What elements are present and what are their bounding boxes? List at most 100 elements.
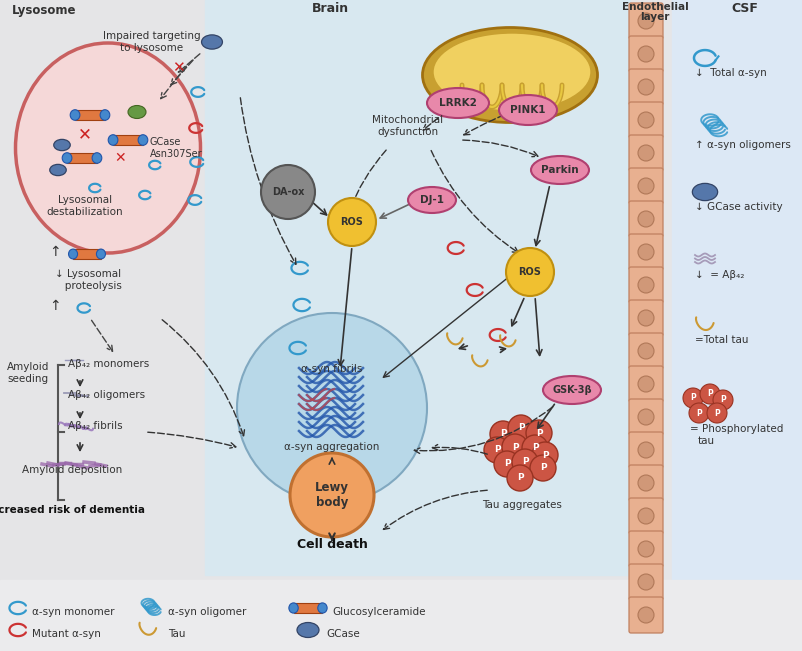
Text: Tau aggregates: Tau aggregates [481,500,561,510]
Circle shape [683,388,702,408]
Text: ↑ α-syn oligomers: ↑ α-syn oligomers [695,140,790,150]
Bar [73,249,101,258]
Text: α-syn fibrils: α-syn fibrils [301,364,363,374]
Bar [113,135,143,145]
Ellipse shape [498,95,557,125]
Text: P: P [517,424,524,432]
Text: GSK-3β: GSK-3β [552,385,591,395]
Circle shape [512,449,537,475]
Text: layer: layer [639,12,669,22]
Text: P: P [713,408,719,417]
Text: = Phosphorylated: = Phosphorylated [689,424,783,434]
Circle shape [501,434,528,460]
Circle shape [261,165,314,219]
Text: ↓  Total α-syn: ↓ Total α-syn [695,68,766,78]
Text: ✕: ✕ [114,151,126,165]
Ellipse shape [138,135,148,145]
Text: Glucosylceramide: Glucosylceramide [331,607,425,617]
Circle shape [532,442,557,468]
Circle shape [699,384,719,404]
Text: P: P [521,458,528,467]
Text: DA-ox: DA-ox [271,187,304,197]
Text: P: P [516,473,523,482]
FancyBboxPatch shape [628,168,662,204]
Circle shape [327,198,375,246]
Text: ✕: ✕ [172,61,184,76]
Circle shape [525,420,551,446]
Circle shape [638,211,653,227]
Text: Amyloid
seeding: Amyloid seeding [6,363,49,384]
Text: PINK1: PINK1 [509,105,545,115]
Ellipse shape [50,164,67,176]
Text: Mitochondrial
dysfunction: Mitochondrial dysfunction [372,115,443,137]
Bar [294,603,322,613]
Text: ↓  = Aβ₄₂: ↓ = Aβ₄₂ [695,270,743,280]
Text: LRRK2: LRRK2 [439,98,476,108]
Text: ↑: ↑ [49,245,61,259]
Text: ↑: ↑ [49,299,61,313]
Text: ↓ GCase activity: ↓ GCase activity [695,202,782,212]
Ellipse shape [62,153,72,163]
Ellipse shape [432,33,590,111]
Ellipse shape [289,603,298,613]
Ellipse shape [108,135,118,145]
Text: P: P [689,393,695,402]
Text: Mutant α-syn: Mutant α-syn [32,629,101,639]
Circle shape [638,178,653,194]
Bar [67,153,97,163]
Text: Cell death: Cell death [296,538,367,551]
Circle shape [638,343,653,359]
Circle shape [638,13,653,29]
Text: P: P [503,460,510,469]
Circle shape [638,574,653,590]
FancyBboxPatch shape [628,432,662,468]
Text: P: P [719,396,725,404]
Circle shape [712,390,732,410]
Bar [671,0,802,651]
Text: α-syn monomer: α-syn monomer [32,607,115,617]
Circle shape [521,435,547,461]
Bar [0,580,802,651]
Circle shape [638,409,653,425]
Text: DJ-1: DJ-1 [419,195,444,205]
Circle shape [638,442,653,458]
Text: Brain: Brain [311,2,348,15]
Ellipse shape [691,184,717,201]
Text: GCase: GCase [326,629,359,639]
FancyBboxPatch shape [628,267,662,303]
Circle shape [529,455,555,481]
Ellipse shape [70,110,79,120]
FancyBboxPatch shape [628,102,662,138]
Text: Aβ₄₂ oligomers: Aβ₄₂ oligomers [68,390,145,400]
Circle shape [489,421,516,447]
Text: P: P [535,428,541,437]
FancyBboxPatch shape [628,366,662,402]
Text: Amyloid deposition: Amyloid deposition [22,465,122,475]
FancyBboxPatch shape [628,36,662,72]
Ellipse shape [100,110,110,120]
Ellipse shape [92,153,102,163]
Text: ROS: ROS [340,217,363,227]
Circle shape [638,376,653,392]
Text: Aβ₄₂ monomers: Aβ₄₂ monomers [68,359,149,369]
Circle shape [638,79,653,95]
Text: proteolysis: proteolysis [55,281,122,291]
Circle shape [505,248,553,296]
Ellipse shape [128,105,146,118]
FancyBboxPatch shape [628,333,662,369]
Circle shape [638,541,653,557]
Text: P: P [531,443,537,452]
Circle shape [638,607,653,623]
FancyBboxPatch shape [628,498,662,534]
Ellipse shape [427,88,488,118]
Text: Lysosome: Lysosome [12,4,76,17]
Text: CSF: CSF [731,2,758,15]
Text: P: P [695,408,701,417]
Ellipse shape [68,249,78,259]
FancyBboxPatch shape [628,564,662,600]
Ellipse shape [318,603,326,613]
Text: Lysosomal
destabilization: Lysosomal destabilization [47,195,124,217]
Ellipse shape [96,249,105,259]
Circle shape [638,508,653,524]
Text: =Total tau: =Total tau [695,335,747,345]
